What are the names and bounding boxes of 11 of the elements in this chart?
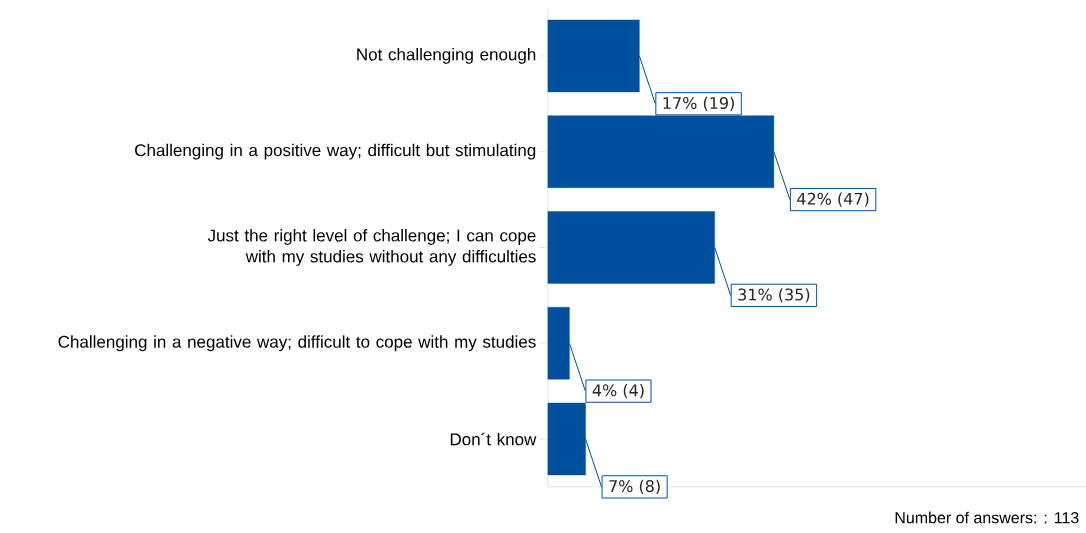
data-label: 42% (47): [797, 192, 869, 207]
y-tick-label: Challenging in a negative way; difficult to cope with my studies: [58, 335, 536, 352]
data-label: 4% (4): [592, 384, 644, 399]
text: Number of answers: : 113: [895, 511, 1079, 524]
data-label: 7% (8): [609, 479, 660, 495]
y-tick-label: Challenging in a positive way; difficult but stimulating: [135, 143, 536, 160]
y-tick-label: Don´t know: [450, 432, 537, 446]
y-tick-label: Not challenging enough: [357, 48, 536, 64]
y-tick-label: Just the right level of challenge; I can cope with my studies without any difficulties: [207, 229, 536, 266]
data-label: 17% (19): [663, 96, 734, 111]
data-label: 31% (35): [738, 288, 810, 303]
